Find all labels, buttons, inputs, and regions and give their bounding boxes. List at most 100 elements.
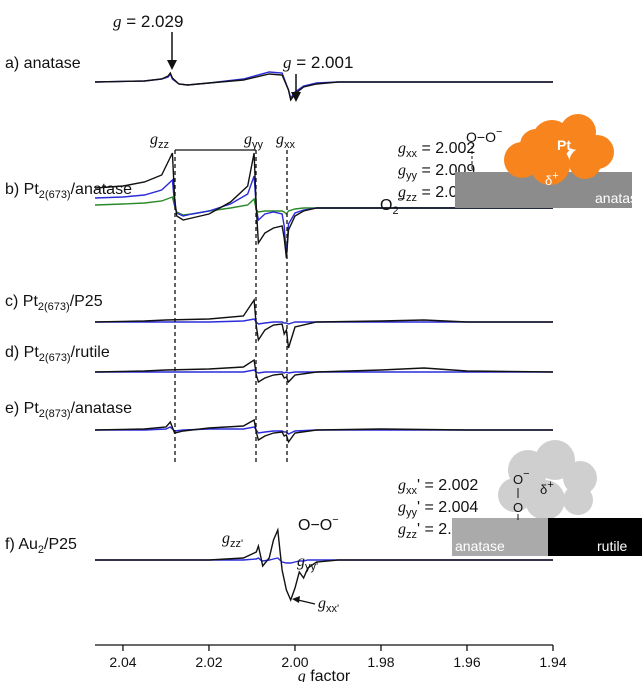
t: ' = 2.004 bbox=[417, 499, 478, 516]
panel-label: d) Pt2(673)/rutile bbox=[5, 344, 110, 364]
au-cluster bbox=[498, 440, 597, 520]
label-part: 2(873) bbox=[39, 408, 71, 420]
t: + bbox=[552, 170, 558, 182]
t: g bbox=[150, 131, 158, 148]
t: δ bbox=[545, 173, 552, 188]
t: zz bbox=[406, 192, 417, 204]
t: 2 bbox=[392, 205, 398, 217]
g-value: gyy' = 2.004 bbox=[398, 499, 478, 519]
label-part: /rutile bbox=[71, 344, 110, 361]
x-axis-label: g factor bbox=[298, 668, 351, 682]
t: g bbox=[398, 184, 406, 201]
panel-label: f) Au2/P25 bbox=[5, 536, 77, 556]
label-part: d) Pt bbox=[5, 344, 39, 361]
t: = 2.029 bbox=[122, 12, 184, 31]
annotation: O2− bbox=[380, 193, 405, 217]
pt-cluster bbox=[504, 114, 614, 185]
oxygen: O bbox=[513, 500, 523, 515]
t: g bbox=[113, 12, 122, 31]
label-part: /anatase bbox=[71, 181, 132, 198]
t: O−O bbox=[298, 517, 332, 534]
label-part: /P25 bbox=[44, 536, 77, 553]
arrowhead bbox=[292, 596, 300, 603]
panel-label: b) Pt2(673)/anatase bbox=[5, 181, 132, 201]
label-part: f) Au bbox=[5, 536, 38, 553]
charge: δ+ bbox=[540, 479, 554, 497]
t: δ bbox=[540, 482, 547, 497]
panel-label: a) anatase bbox=[5, 55, 81, 72]
t: = 2.001 bbox=[292, 53, 354, 72]
t: g bbox=[398, 521, 406, 538]
t: g bbox=[318, 595, 326, 612]
annotation: g = 2.001 bbox=[283, 53, 353, 72]
label-part: a) anatase bbox=[5, 55, 81, 72]
t: yy' bbox=[305, 561, 318, 573]
g-value: gxx' = 2.002 bbox=[398, 477, 478, 497]
t: O bbox=[380, 197, 392, 214]
pt-diagram: anatase Pt δ+ O−O− bbox=[455, 114, 644, 208]
annotation: gzz bbox=[150, 131, 169, 151]
t: g bbox=[398, 162, 406, 179]
traces bbox=[94, 71, 554, 602]
label-part: b) Pt bbox=[5, 181, 39, 198]
t: xx bbox=[406, 485, 418, 497]
x-tick-label: 2.00 bbox=[281, 654, 308, 670]
x-tick-label: 2.04 bbox=[109, 654, 136, 670]
t: g bbox=[276, 131, 284, 148]
t: yy bbox=[252, 139, 264, 151]
trace bbox=[94, 71, 553, 102]
label-part: 2(673) bbox=[39, 189, 71, 201]
trace bbox=[94, 418, 553, 444]
arrow bbox=[297, 599, 316, 605]
label-part: 2(673) bbox=[38, 301, 70, 313]
label-part: /P25 bbox=[70, 293, 103, 310]
t: zz' bbox=[230, 538, 243, 550]
support bbox=[452, 518, 548, 556]
g-value: gxx = 2.002 bbox=[398, 140, 475, 160]
oxygen: O− bbox=[513, 468, 530, 487]
label-part: /anatase bbox=[71, 400, 132, 417]
t: factor bbox=[306, 668, 351, 682]
t: xx' bbox=[326, 603, 339, 615]
label-part: e) Pt bbox=[5, 400, 39, 417]
trace bbox=[95, 369, 553, 374]
t: zz bbox=[406, 529, 417, 541]
trace bbox=[94, 297, 553, 349]
panel-label: e) Pt2(873)/anatase bbox=[5, 400, 132, 420]
t: = 2.002 bbox=[417, 140, 475, 157]
t: xx bbox=[406, 148, 418, 160]
t: g bbox=[298, 668, 306, 682]
trace bbox=[94, 71, 553, 100]
annotation: gyy' bbox=[297, 553, 318, 573]
t: − bbox=[399, 193, 405, 205]
t: g bbox=[398, 140, 406, 157]
label-part: c) Pt bbox=[5, 293, 38, 310]
t: g bbox=[283, 53, 292, 72]
t: xx bbox=[284, 139, 296, 151]
trace bbox=[94, 358, 554, 384]
support-label: rutile bbox=[597, 538, 628, 554]
t: − bbox=[523, 468, 529, 480]
t: O bbox=[513, 472, 523, 487]
metal-label: Pt bbox=[557, 137, 571, 153]
annotation: O−O− bbox=[298, 514, 339, 534]
trace bbox=[95, 318, 553, 325]
t: g bbox=[398, 477, 406, 494]
label-part: 2(673) bbox=[39, 352, 71, 364]
t: + bbox=[547, 479, 553, 491]
label-part: 2 bbox=[38, 544, 44, 556]
trace bbox=[95, 527, 553, 602]
t: g bbox=[398, 499, 406, 516]
x-tick-label: 1.98 bbox=[367, 654, 394, 670]
x-tick-label: 2.02 bbox=[195, 654, 222, 670]
t: zz bbox=[158, 139, 169, 151]
t: yy bbox=[406, 507, 418, 519]
x-axis: 2.04 2.02 2.00 1.98 1.96 1.94 bbox=[95, 644, 567, 670]
superoxide: O−O− bbox=[466, 126, 502, 145]
t: yy bbox=[406, 170, 418, 182]
x-tick-label: 1.94 bbox=[539, 654, 566, 670]
annotation: gzz' bbox=[222, 530, 243, 550]
t: g bbox=[222, 530, 230, 547]
